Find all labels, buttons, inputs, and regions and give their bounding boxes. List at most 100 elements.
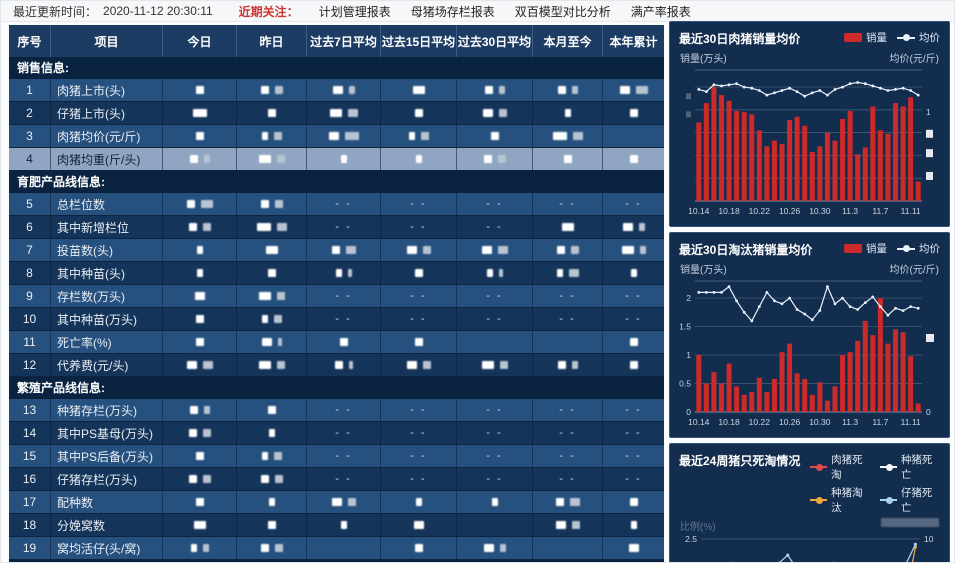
data-cell bbox=[163, 262, 237, 284]
mortality-trend-chart[interactable]: 2.521.51086 bbox=[679, 533, 938, 563]
data-cell bbox=[237, 491, 307, 513]
data-cell bbox=[163, 491, 237, 513]
table-row-7[interactable]: 7 投苗数(头) bbox=[9, 239, 664, 262]
left-axis-label: 比例(%) bbox=[680, 522, 716, 533]
data-cell bbox=[237, 262, 307, 284]
legend-item-1[interactable]: 肉猪死淘 bbox=[810, 452, 870, 482]
table-row-12[interactable]: 12 代养费(元/头) bbox=[9, 354, 664, 377]
data-cell bbox=[381, 239, 457, 261]
data-cell bbox=[457, 148, 533, 170]
table-row-5[interactable]: 5 总栏位数 - -- -- -- -- - bbox=[9, 193, 664, 216]
data-cell bbox=[457, 262, 533, 284]
legend-label: 均价 bbox=[919, 243, 940, 255]
menu-item-4[interactable]: 满产率报表 bbox=[630, 4, 691, 19]
data-cell bbox=[381, 331, 457, 353]
data-cell: - - bbox=[307, 468, 381, 490]
menu-item-2[interactable]: 母猪场存栏报表 bbox=[410, 4, 495, 19]
legend-item-2[interactable]: 种猪死亡 bbox=[880, 452, 940, 482]
table-row-1[interactable]: 1 肉猪上市(头) bbox=[9, 79, 664, 102]
row-label: 其中PS基母(万头) bbox=[51, 422, 163, 444]
legend-label: 种猪死亡 bbox=[900, 454, 933, 481]
row-number: 11 bbox=[9, 331, 51, 353]
row-number: 14 bbox=[9, 422, 51, 444]
legend-label: 肉猪死淘 bbox=[831, 454, 863, 481]
table-row-4[interactable]: 4 肉猪均重(斤/头) bbox=[9, 148, 664, 171]
data-cell bbox=[163, 239, 237, 261]
chart-card-cull-sales: 最近30日淘汰猪销量均价 销量 均价 销量(万头) 均价(元/斤) 2 1.5 1 0.… bbox=[669, 232, 950, 438]
table-row-14[interactable]: 14 其中PS基母(万头) - -- -- -- -- - bbox=[9, 422, 664, 445]
table-row-18[interactable]: 18 分娩窝数 bbox=[9, 514, 664, 537]
legend-item-volume[interactable]: 销量 bbox=[844, 241, 887, 256]
data-cell bbox=[237, 285, 307, 307]
menu-item-3[interactable]: 双百模型对比分析 bbox=[514, 4, 611, 19]
svg-text:10: 10 bbox=[924, 534, 934, 544]
section-row: 繁殖产品线信息: bbox=[9, 377, 664, 399]
table-row-19[interactable]: 19 窝均活仔(头/窝) bbox=[9, 537, 664, 560]
legend-item-price[interactable]: 均价 bbox=[897, 241, 940, 256]
section-row: 育肥产品线信息: bbox=[9, 171, 664, 193]
update-time-label: 最近更新时间： bbox=[13, 4, 98, 19]
row-label: 死亡率(%) bbox=[51, 331, 163, 353]
row-number: 2 bbox=[9, 102, 51, 124]
svg-text:10.14: 10.14 bbox=[688, 206, 710, 216]
data-cell bbox=[163, 285, 237, 307]
legend-item-price[interactable]: 均价 bbox=[897, 30, 940, 45]
data-cell bbox=[603, 491, 664, 513]
row-label: 仔猪上市(头) bbox=[51, 102, 163, 124]
table-row-3[interactable]: 3 肉猪均价(元/斤) bbox=[9, 125, 664, 148]
data-cell bbox=[163, 468, 237, 490]
table-row-6[interactable]: 6 其中新增栏位 - -- -- - bbox=[9, 216, 664, 239]
table-row-11[interactable]: 11 死亡率(%) bbox=[9, 331, 664, 354]
cull-pig-sales-price-chart[interactable]: 21.510.50 010.14 10.18 10.22 10.26 10.30 11.3 1… bbox=[679, 276, 938, 429]
svg-text:10.30: 10.30 bbox=[809, 417, 831, 427]
data-cell bbox=[163, 445, 237, 467]
data-cell bbox=[307, 148, 381, 170]
legend-label: 仔猪死亡 bbox=[900, 487, 933, 514]
data-cell bbox=[237, 102, 307, 124]
data-cell: - - bbox=[381, 285, 457, 307]
data-cell bbox=[457, 125, 533, 147]
menu-item-1[interactable]: 计划管理报表 bbox=[318, 4, 391, 19]
row-number: 8 bbox=[9, 262, 51, 284]
table-row-16[interactable]: 16 仔猪存栏(万头) - -- -- -- -- - bbox=[9, 468, 664, 491]
table-row-17[interactable]: 17 配种数 bbox=[9, 491, 664, 514]
data-cell bbox=[533, 491, 603, 513]
data-cell bbox=[457, 331, 533, 353]
legend-item-3[interactable]: 种猪淘汰 bbox=[810, 485, 870, 515]
right-axis-label: 均价(元/斤) bbox=[889, 54, 939, 65]
data-cell: - - bbox=[533, 468, 603, 490]
data-cell bbox=[603, 537, 664, 559]
table-row-2[interactable]: 2 仔猪上市(头) bbox=[9, 102, 664, 125]
data-cell: - - bbox=[625, 450, 642, 462]
data-cell: - - bbox=[533, 399, 603, 421]
legend-item-4[interactable]: 仔猪死亡 bbox=[880, 485, 940, 515]
table-row-9[interactable]: 9 存栏数(万头) - -- -- -- -- - bbox=[9, 285, 664, 308]
data-cell bbox=[603, 79, 664, 101]
data-cell: - - bbox=[381, 308, 457, 330]
svg-text:10.14: 10.14 bbox=[688, 417, 710, 427]
row-label: 窝均活仔(头/窝) bbox=[51, 537, 163, 559]
pig-sales-price-chart[interactable]: 1 10.14 10.18 10.22 10.26 10.30 11.3 11.7 11.11 bbox=[679, 65, 938, 218]
data-cell: - - bbox=[307, 193, 381, 215]
data-cell bbox=[237, 148, 307, 170]
table-row-13[interactable]: 13 种猪存栏(万头) - -- -- -- -- - bbox=[9, 399, 664, 422]
svg-text:2: 2 bbox=[686, 293, 691, 303]
row-label: 其中新增栏位 bbox=[51, 216, 163, 238]
data-cell: - - bbox=[457, 193, 533, 215]
column-header: 过去15日平均 bbox=[381, 25, 457, 57]
legend-label: 销量 bbox=[866, 243, 887, 255]
chart-title-pig-sales: 最近30日肉猪销量均价 bbox=[679, 32, 801, 46]
data-cell bbox=[237, 537, 307, 559]
table-row-10[interactable]: 10 其中种苗(万头) - -- -- -- -- - bbox=[9, 308, 664, 331]
data-cell: - - bbox=[625, 290, 642, 302]
table-row-8[interactable]: 8 其中种苗(头) bbox=[9, 262, 664, 285]
svg-text:11.11: 11.11 bbox=[901, 417, 921, 427]
legend-item-volume[interactable]: 销量 bbox=[844, 30, 887, 45]
row-label: 总栏位数 bbox=[51, 193, 163, 215]
topbar: 最近更新时间： 2020-11-12 20:30:11 近期关注： 计划管理报表… bbox=[1, 1, 954, 22]
svg-text:10.18: 10.18 bbox=[718, 417, 740, 427]
data-cell bbox=[381, 262, 457, 284]
table-row-15[interactable]: 15 其中PS后备(万头) - -- -- -- -- - bbox=[9, 445, 664, 468]
svg-text:10.30: 10.30 bbox=[809, 206, 831, 216]
section-row: 销售信息: bbox=[9, 57, 664, 79]
